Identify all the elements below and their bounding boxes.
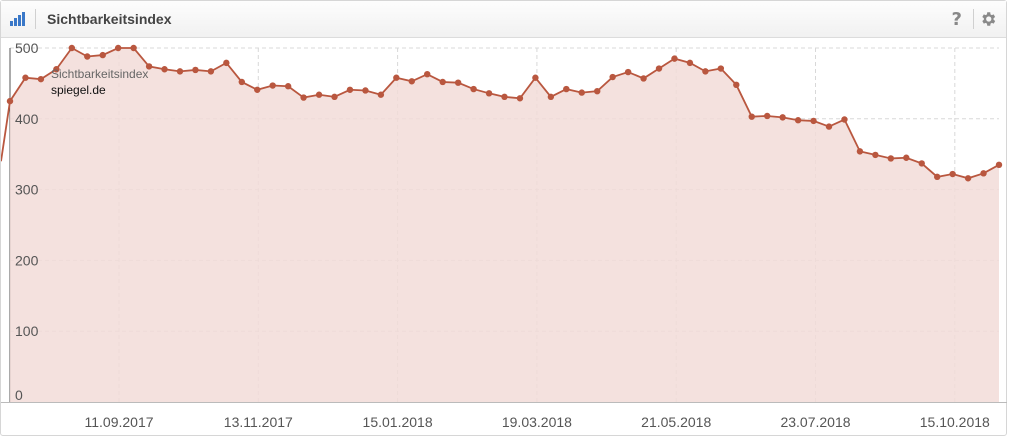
data-point[interactable] xyxy=(949,170,956,178)
x-tick-label: 21.05.2018 xyxy=(641,414,711,430)
x-tick-label: 23.07.2018 xyxy=(780,414,850,430)
data-point[interactable] xyxy=(825,123,833,130)
data-point[interactable] xyxy=(161,66,168,73)
data-point[interactable] xyxy=(547,93,555,101)
data-point[interactable] xyxy=(594,87,601,95)
data-point[interactable] xyxy=(454,79,462,86)
data-point[interactable] xyxy=(872,151,879,159)
data-point[interactable] xyxy=(99,51,106,59)
data-point[interactable] xyxy=(424,70,431,78)
data-point[interactable] xyxy=(980,170,987,177)
data-point[interactable] xyxy=(68,44,76,52)
data-point[interactable] xyxy=(748,113,755,120)
data-point[interactable] xyxy=(733,81,740,89)
data-point[interactable] xyxy=(284,83,292,90)
visibility-chart: 0 100 200 300 400 500 11.09.2017 13.11.2017 15.… xyxy=(1,40,1007,430)
data-point[interactable] xyxy=(686,59,694,67)
data-point[interactable] xyxy=(315,91,323,98)
widget-title: Sichtbarkeitsindex xyxy=(47,11,172,27)
y-tick-label: 100 xyxy=(15,323,39,339)
y-tick-label: 400 xyxy=(15,111,39,127)
data-point[interactable] xyxy=(114,44,122,52)
data-point[interactable] xyxy=(578,89,585,96)
data-point[interactable] xyxy=(84,53,91,60)
x-tick-label: 15.01.2018 xyxy=(363,414,433,430)
data-point[interactable] xyxy=(53,66,60,73)
legend-domain: spiegel.de xyxy=(51,83,106,97)
data-point[interactable] xyxy=(532,74,539,81)
data-point[interactable] xyxy=(331,93,338,101)
data-point[interactable] xyxy=(563,85,570,93)
question-icon[interactable]: ? xyxy=(951,9,962,30)
data-point[interactable] xyxy=(856,148,864,155)
data-point[interactable] xyxy=(192,66,199,74)
y-tick-label: 300 xyxy=(15,182,39,198)
data-point[interactable] xyxy=(37,75,45,83)
data-point[interactable] xyxy=(624,68,632,76)
data-point[interactable] xyxy=(238,78,245,86)
x-tick-label: 19.03.2018 xyxy=(502,414,572,430)
data-point[interactable] xyxy=(810,117,817,125)
data-point[interactable] xyxy=(223,59,230,67)
data-point[interactable] xyxy=(22,74,29,81)
data-point[interactable] xyxy=(6,97,14,105)
data-point[interactable] xyxy=(130,44,137,52)
data-point[interactable] xyxy=(779,114,786,121)
data-point[interactable] xyxy=(485,90,493,97)
bar-chart-icon xyxy=(10,12,28,26)
data-point[interactable] xyxy=(254,86,261,93)
legend-series-label: Sichtbarkeitsindex xyxy=(51,67,148,81)
data-point[interactable] xyxy=(702,68,709,75)
data-point[interactable] xyxy=(609,73,616,81)
data-point[interactable] xyxy=(903,154,910,161)
data-point[interactable] xyxy=(470,85,477,93)
data-point[interactable] xyxy=(300,94,307,101)
header-divider xyxy=(35,9,36,29)
data-point[interactable] xyxy=(207,68,215,75)
data-point[interactable] xyxy=(501,93,508,101)
data-point[interactable] xyxy=(439,78,446,86)
x-tick-label: 11.09.2017 xyxy=(84,414,153,430)
data-points xyxy=(6,44,1003,182)
data-point[interactable] xyxy=(964,175,972,182)
gear-icon[interactable] xyxy=(979,10,997,28)
y-tick-label: 200 xyxy=(15,252,39,268)
data-point[interactable] xyxy=(516,95,524,102)
x-axis-ticks: 11.09.2017 13.11.2017 15.01.2018 19.03.2018… xyxy=(84,414,990,430)
data-point[interactable] xyxy=(655,65,663,72)
data-point[interactable] xyxy=(377,91,385,98)
data-point[interactable] xyxy=(717,65,725,72)
data-point[interactable] xyxy=(794,117,802,124)
data-point[interactable] xyxy=(887,155,895,162)
data-point[interactable] xyxy=(393,74,400,81)
data-point[interactable] xyxy=(918,160,925,167)
data-point[interactable] xyxy=(841,116,848,123)
widget-header: Sichtbarkeitsindex ? xyxy=(1,1,1006,38)
y-tick-label: 500 xyxy=(15,40,39,56)
data-point[interactable] xyxy=(408,78,415,85)
x-tick-label: 15.10.2018 xyxy=(920,414,990,430)
data-point[interactable] xyxy=(995,161,1003,169)
data-point[interactable] xyxy=(145,63,153,70)
data-point[interactable] xyxy=(933,173,941,181)
visibility-area xyxy=(10,48,999,402)
data-point[interactable] xyxy=(362,87,369,94)
data-point[interactable] xyxy=(176,68,184,75)
data-point[interactable] xyxy=(671,55,678,62)
x-tick-label: 13.11.2017 xyxy=(224,414,293,430)
data-point[interactable] xyxy=(346,86,354,93)
y-tick-label: 0 xyxy=(15,387,23,403)
data-point[interactable] xyxy=(269,82,276,89)
data-point[interactable] xyxy=(640,75,647,82)
header-divider-right xyxy=(973,9,974,29)
data-point[interactable] xyxy=(764,112,771,120)
y-axis-ticks: 0 100 200 300 400 500 xyxy=(15,40,39,403)
